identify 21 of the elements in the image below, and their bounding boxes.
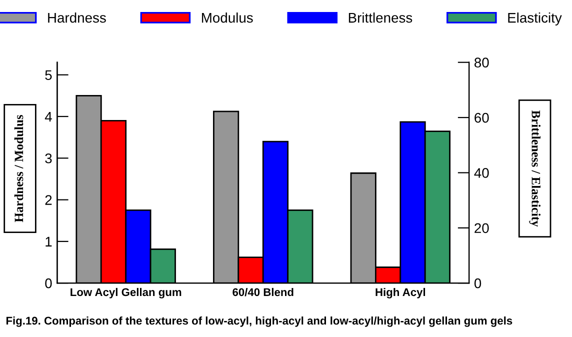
y-tick-label: 1	[46, 236, 52, 246]
y-tick-label: 0	[45, 278, 52, 288]
y2-tick-label: 80	[474, 58, 489, 68]
caption: Fig.19. Comparison of the textures of low-acyl, high-acyl and low-acyl/high-acyl gellan gum gels	[6, 316, 512, 327]
y-axis-title: Hardness / Modulus	[14, 114, 24, 222]
y-tick-label: 5	[45, 70, 52, 80]
legend-label: Elasticity	[508, 12, 562, 26]
legend-label: Hardness	[48, 12, 106, 23]
y2-tick-label: 60	[474, 112, 489, 123]
y-tick-label: 3	[45, 153, 52, 164]
y2-tick-label: 20	[474, 223, 489, 234]
y-tick-label: 4	[44, 112, 52, 122]
x-tick-label: Low Acyl Gellan gum	[70, 288, 182, 298]
legend-label: Modulus	[202, 12, 253, 23]
y-tick-label: 2	[45, 195, 52, 205]
y2-tick-label: 40	[474, 168, 489, 178]
x-tick-label: High Acyl	[376, 288, 426, 298]
x-tick-label: 60/40 Blend	[232, 288, 294, 296]
y2-axis-title: Brittleness / Elasticity	[529, 110, 541, 227]
y2-tick-label: 0	[474, 278, 482, 288]
legend-label: Brittleness	[348, 12, 412, 23]
